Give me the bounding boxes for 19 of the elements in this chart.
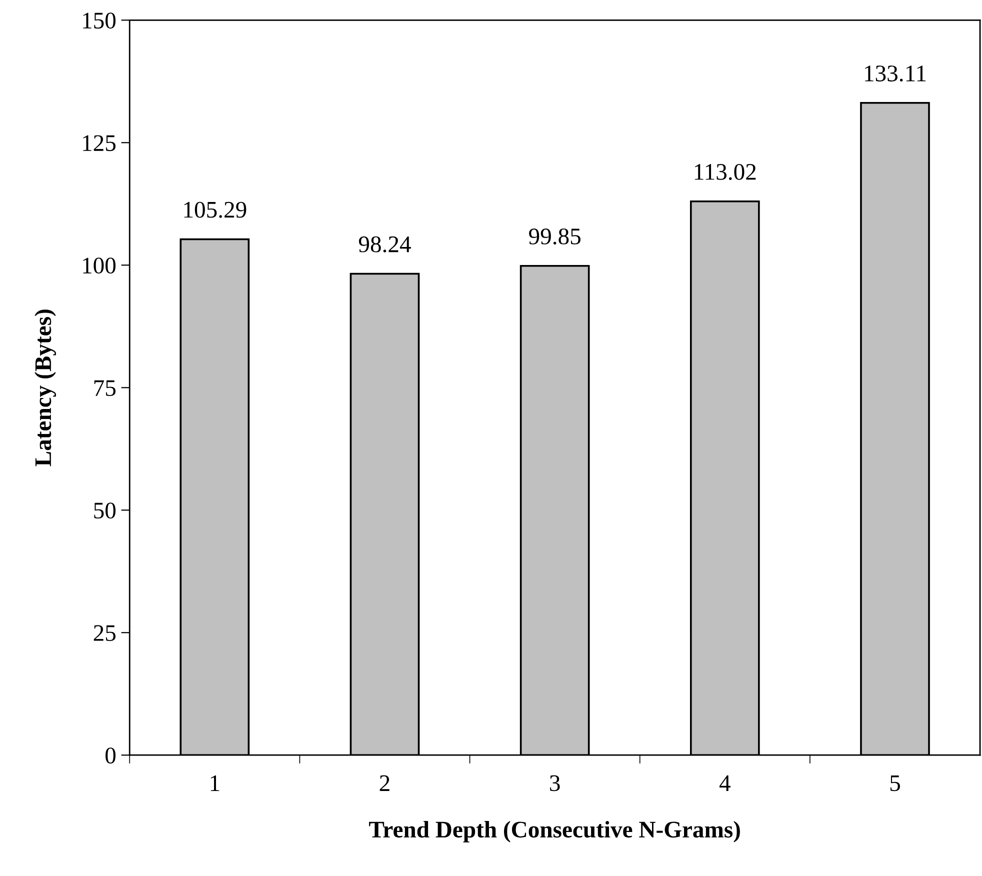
data-label: 98.24 [358, 236, 411, 252]
data-label: 113.02 [694, 164, 756, 180]
y-axis-title: Latency (Bytes) [34, 310, 56, 466]
y-tick-label: 75 [94, 380, 116, 396]
x-tick-label: 5 [890, 775, 900, 792]
x-axis-title: Trend Depth (Consecutive N-Grams) [369, 820, 740, 842]
x-tick-label: 1 [210, 775, 220, 791]
x-tick-label: 2 [380, 775, 390, 791]
y-tick-label: 0 [106, 748, 116, 764]
y-tick-label: 100 [83, 258, 116, 274]
data-label: 105.29 [184, 202, 246, 218]
y-tick-label: 150 [83, 12, 116, 29]
data-label: 99.85 [529, 228, 580, 245]
y-tick-label: 125 [83, 135, 116, 152]
x-tick-label: 4 [719, 775, 730, 791]
x-tick-label: 3 [550, 775, 560, 792]
data-label: 133.11 [865, 66, 926, 82]
y-tick-label: 25 [94, 625, 116, 642]
y-tick-label: 50 [94, 502, 116, 519]
